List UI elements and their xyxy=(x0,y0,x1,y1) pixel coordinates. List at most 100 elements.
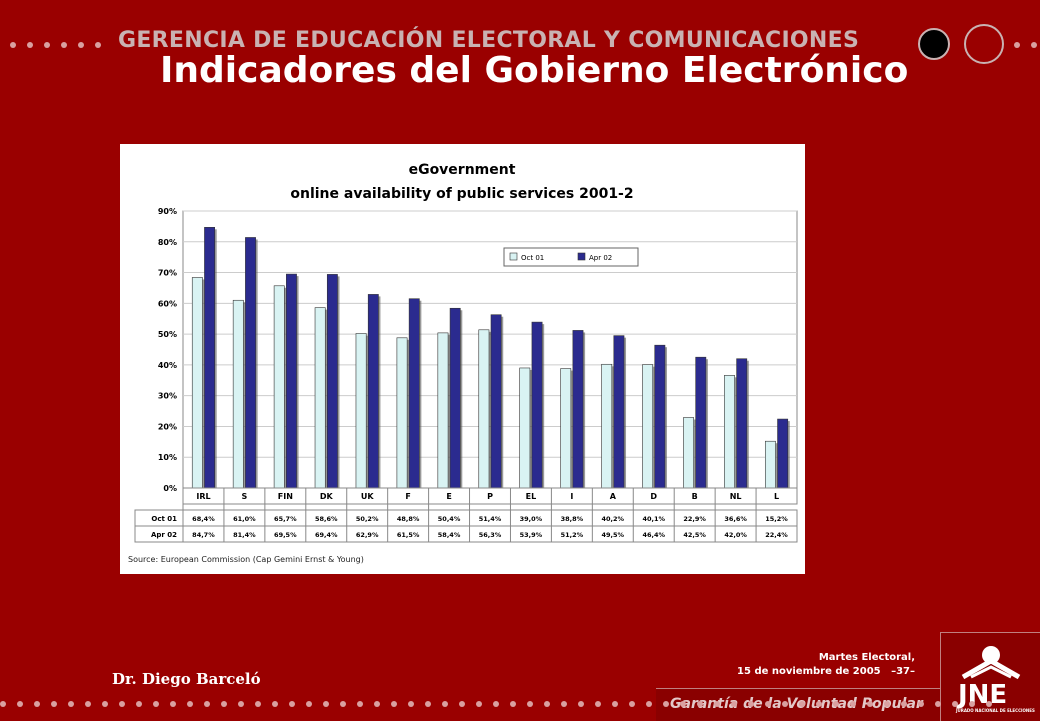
legend-label: Apr 02 xyxy=(589,254,612,262)
legend-swatch xyxy=(577,252,586,261)
dot xyxy=(595,701,601,707)
data-label: 69,5% xyxy=(274,531,297,539)
dot xyxy=(561,701,567,707)
category-label: I xyxy=(570,492,573,501)
dot xyxy=(918,701,924,707)
dot xyxy=(782,701,788,707)
bar-apr-02 xyxy=(490,314,502,489)
dot xyxy=(119,701,125,707)
dot xyxy=(51,701,57,707)
tagline: Garantía de la Voluntad Popular xyxy=(670,696,923,712)
bar-apr-02 xyxy=(695,356,707,489)
data-label: 62,9% xyxy=(356,531,379,539)
jne-logo-text: JNE xyxy=(958,680,1008,710)
page-number: –37– xyxy=(891,666,915,677)
y-tick-label: 20% xyxy=(158,422,177,431)
data-label: 61,0% xyxy=(233,515,256,523)
data-label: 22,4% xyxy=(765,531,788,539)
dot xyxy=(68,701,74,707)
bar-oct-01 xyxy=(314,307,326,489)
bar-oct-01 xyxy=(355,333,367,489)
decorative-dots-left xyxy=(10,42,101,50)
category-label: L xyxy=(774,492,779,501)
data-label: 48,8% xyxy=(397,515,420,523)
decorative-dots-right xyxy=(1014,42,1037,50)
bar-apr-02 xyxy=(326,274,338,489)
dot xyxy=(357,701,363,707)
bar-oct-01 xyxy=(437,332,449,489)
dot xyxy=(27,42,33,48)
dot xyxy=(102,701,108,707)
dot xyxy=(935,701,941,707)
decorative-dots-bottom xyxy=(0,701,992,709)
bar-apr-02 xyxy=(367,294,379,489)
dot xyxy=(136,701,142,707)
bar-chart: eGovernment online availability of public… xyxy=(128,162,798,564)
outline-circle-icon xyxy=(964,24,1004,64)
data-label: 50,2% xyxy=(356,515,379,523)
dot xyxy=(391,701,397,707)
category-label: FIN xyxy=(278,492,293,501)
dot xyxy=(10,42,16,48)
category-label: B xyxy=(692,492,698,501)
dot xyxy=(289,701,295,707)
dot xyxy=(714,701,720,707)
bar-apr-02 xyxy=(245,237,256,489)
dot xyxy=(663,701,669,707)
legend-label: Oct 01 xyxy=(521,254,544,262)
date-line-1: Martes Electoral, xyxy=(818,652,915,663)
data-label: 42,0% xyxy=(724,531,747,539)
dot xyxy=(544,701,550,707)
dot xyxy=(255,701,261,707)
dot xyxy=(408,701,414,707)
data-label: 40,2% xyxy=(602,515,625,523)
bar-apr-02 xyxy=(408,298,420,489)
category-label: F xyxy=(405,492,410,501)
bar-oct-01 xyxy=(232,299,244,489)
bar-apr-02 xyxy=(531,321,543,489)
data-label: 36,6% xyxy=(724,515,747,523)
dot xyxy=(850,701,856,707)
dot xyxy=(612,701,618,707)
date-line-2: 15 de noviembre de 2005 –37– xyxy=(737,665,915,679)
data-label: 50,4% xyxy=(438,515,461,523)
dot xyxy=(187,701,193,707)
chart-subtitle: online availability of public services 2… xyxy=(290,186,633,202)
category-label: EL xyxy=(526,492,537,501)
bar-apr-02 xyxy=(572,330,584,489)
bar-apr-02 xyxy=(736,358,748,489)
dot xyxy=(61,42,67,48)
bar-oct-01 xyxy=(519,367,531,489)
data-label: 69,4% xyxy=(315,531,338,539)
dot xyxy=(204,701,210,707)
legend-box xyxy=(503,247,639,267)
bar-oct-01 xyxy=(601,363,613,489)
data-label: 39,0% xyxy=(520,515,543,523)
bar-apr-02 xyxy=(613,335,625,489)
category-label: D xyxy=(650,492,657,501)
dot xyxy=(95,42,101,48)
footer-date: Martes Electoral, 15 de noviembre de 200… xyxy=(737,651,915,679)
series-row-label: Oct 01 xyxy=(151,515,177,523)
table-row xyxy=(134,525,798,543)
data-label: 68,4% xyxy=(192,515,215,523)
dot xyxy=(969,701,975,707)
data-label: 38,8% xyxy=(561,515,584,523)
dot xyxy=(646,701,652,707)
dot xyxy=(238,701,244,707)
y-tick-label: 60% xyxy=(158,299,177,308)
dot xyxy=(425,701,431,707)
category-label: UK xyxy=(361,492,374,501)
dot xyxy=(1014,42,1020,48)
dot xyxy=(153,701,159,707)
bar-oct-01 xyxy=(191,277,203,489)
y-tick-label: 80% xyxy=(158,238,177,247)
data-label: 81,4% xyxy=(233,531,256,539)
page-title: Indicadores del Gobierno Electrónico xyxy=(160,50,909,91)
data-label: 51,2% xyxy=(561,531,584,539)
tagline-bar xyxy=(656,688,940,721)
dot xyxy=(221,701,227,707)
bar-oct-01 xyxy=(764,440,776,489)
author-name: Dr. Diego Barceló xyxy=(112,670,261,688)
series-row-label: Apr 02 xyxy=(151,531,177,539)
